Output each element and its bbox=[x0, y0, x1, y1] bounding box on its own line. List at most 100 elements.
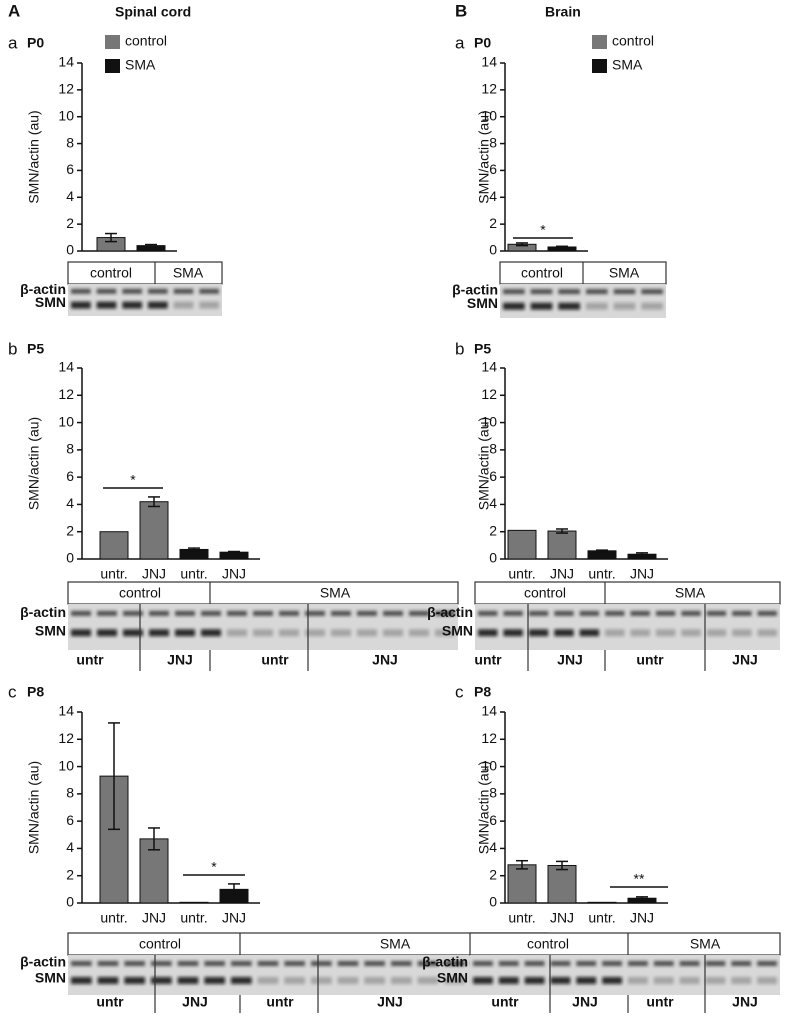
y-tick-label: 12 bbox=[481, 386, 497, 402]
blot-band bbox=[731, 961, 752, 966]
blot-band bbox=[641, 302, 663, 310]
blot-band bbox=[204, 961, 225, 966]
bar bbox=[99, 531, 129, 560]
x-tick-label: untr. bbox=[180, 566, 207, 582]
y-tick-label: 14 bbox=[481, 359, 497, 375]
y-tick-label: 10 bbox=[481, 413, 497, 429]
blot-band bbox=[524, 961, 545, 966]
error-bar bbox=[636, 552, 648, 557]
blot-band bbox=[177, 961, 199, 966]
error-bar bbox=[516, 859, 528, 870]
blot-band bbox=[681, 610, 701, 616]
legend-swatch bbox=[105, 59, 120, 73]
panel-letter: a bbox=[455, 33, 465, 52]
y-tick-label: 14 bbox=[481, 54, 497, 70]
blot-image bbox=[68, 284, 222, 316]
error-bar bbox=[148, 827, 160, 851]
x-tick-label: JNJ bbox=[222, 566, 246, 582]
blot-band bbox=[679, 977, 700, 984]
y-tick-label: 10 bbox=[481, 107, 497, 123]
blot-row-label: β-actin bbox=[20, 604, 66, 620]
blot-band bbox=[364, 977, 385, 984]
blot-subgroup: JNJ bbox=[557, 652, 583, 668]
blot-band bbox=[97, 629, 117, 637]
blot-band bbox=[383, 629, 403, 637]
error-bar bbox=[556, 528, 568, 534]
blot-band bbox=[605, 610, 625, 616]
error-bar bbox=[228, 550, 240, 554]
blot-group: control bbox=[524, 585, 566, 601]
chart-title: P0 bbox=[474, 35, 491, 51]
blot-band bbox=[630, 629, 650, 637]
blot-band bbox=[357, 610, 377, 616]
blot-band bbox=[311, 961, 332, 966]
x-tick-label: untr. bbox=[100, 566, 127, 582]
legend-swatch bbox=[592, 35, 607, 49]
blot-group: SMA bbox=[380, 936, 411, 952]
error-bar bbox=[556, 245, 568, 249]
blot-band bbox=[123, 610, 143, 616]
blot-band bbox=[705, 977, 726, 984]
blot-band bbox=[706, 629, 727, 637]
x-tick-label: JNJ bbox=[142, 566, 166, 582]
y-tick-label: 12 bbox=[58, 81, 74, 97]
blot-band bbox=[655, 629, 676, 637]
blot-band bbox=[151, 961, 172, 966]
blot-band bbox=[71, 961, 92, 966]
y-tick-label: 2 bbox=[489, 522, 497, 538]
blot-band bbox=[124, 977, 145, 984]
blot-band bbox=[478, 629, 498, 637]
y-tick-label: 2 bbox=[66, 522, 74, 538]
y-tick-label: 14 bbox=[58, 359, 74, 375]
chart-title: P0 bbox=[27, 35, 44, 51]
blot-band bbox=[586, 302, 608, 310]
y-tick-label: 6 bbox=[66, 468, 74, 484]
blot-band bbox=[151, 977, 172, 984]
y-tick-label: 2 bbox=[489, 866, 497, 882]
chart-title: P8 bbox=[27, 684, 44, 700]
blot-band bbox=[177, 977, 199, 984]
significance-mark: * bbox=[211, 859, 217, 875]
y-tick-label: 6 bbox=[66, 812, 74, 828]
blot-row-label: SMN bbox=[467, 295, 498, 311]
blot-band bbox=[641, 289, 663, 295]
blot-subgroup: JNJ bbox=[372, 652, 398, 668]
blot-band bbox=[681, 629, 701, 637]
y-tick-label: 2 bbox=[66, 866, 74, 882]
y-tick-label: 8 bbox=[66, 134, 74, 150]
blot-band bbox=[550, 977, 571, 984]
blot-band bbox=[757, 629, 777, 637]
blot-band bbox=[122, 301, 142, 309]
blot-band bbox=[97, 977, 119, 984]
bar bbox=[507, 864, 537, 904]
blot-band bbox=[96, 301, 117, 309]
blot-band bbox=[444, 961, 465, 966]
blot-band bbox=[199, 301, 219, 309]
blot-subgroup: JNJ bbox=[377, 994, 403, 1010]
blot-band bbox=[331, 629, 351, 637]
y-tick-label: 4 bbox=[489, 495, 497, 511]
x-tick-label: JNJ bbox=[630, 910, 654, 926]
blot-band bbox=[558, 289, 580, 295]
x-tick-label: untr. bbox=[508, 566, 535, 582]
blot-band bbox=[679, 961, 700, 966]
blot-band bbox=[279, 610, 299, 616]
y-tick-label: 8 bbox=[66, 441, 74, 457]
blot-band bbox=[628, 961, 648, 966]
blot-band bbox=[435, 610, 455, 616]
error-bar bbox=[108, 722, 120, 831]
y-tick-label: 6 bbox=[489, 161, 497, 177]
blot-row-label: β-actin bbox=[452, 282, 498, 298]
y-tick-label: 8 bbox=[489, 441, 497, 457]
blot-band bbox=[417, 961, 439, 966]
blot-band bbox=[498, 961, 519, 966]
y-tick-label: 4 bbox=[66, 188, 74, 204]
panel-letter: b bbox=[8, 339, 17, 358]
x-tick-label: untr. bbox=[508, 910, 535, 926]
blot-group: control bbox=[119, 585, 161, 601]
y-tick-label: 0 bbox=[489, 550, 497, 566]
blot-subgroup: JNJ bbox=[182, 994, 208, 1010]
legend-label: SMA bbox=[612, 57, 643, 73]
blot-band bbox=[391, 977, 412, 984]
blot-band bbox=[331, 610, 351, 616]
